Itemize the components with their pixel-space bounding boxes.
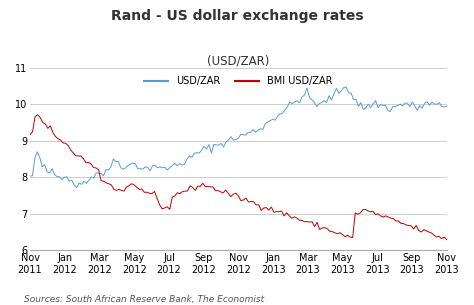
USD/ZAR <box>444 104 449 108</box>
BMI USD/ZAR <box>352 211 358 215</box>
USD/ZAR <box>106 168 111 172</box>
BMI USD/ZAR <box>27 133 33 136</box>
BMI USD/ZAR <box>312 225 318 228</box>
USD/ZAR <box>27 174 33 178</box>
USD/ZAR <box>321 99 327 102</box>
Title: (USD/ZAR): (USD/ZAR) <box>207 55 270 68</box>
BMI USD/ZAR <box>78 154 84 158</box>
USD/ZAR <box>405 102 410 106</box>
Line: USD/ZAR: USD/ZAR <box>30 87 447 188</box>
BMI USD/ZAR <box>70 151 76 155</box>
USD/ZAR <box>385 109 391 112</box>
USD/ZAR <box>74 186 80 189</box>
BMI USD/ZAR <box>444 238 449 242</box>
BMI USD/ZAR <box>43 122 48 126</box>
BMI USD/ZAR <box>182 189 188 193</box>
BMI USD/ZAR <box>35 113 40 117</box>
Text: Sources: South African Reserve Bank, The Economist: Sources: South African Reserve Bank, The… <box>24 295 264 304</box>
USD/ZAR <box>290 102 295 106</box>
USD/ZAR <box>275 114 281 118</box>
Line: BMI USD/ZAR: BMI USD/ZAR <box>30 115 447 240</box>
Text: Rand - US dollar exchange rates: Rand - US dollar exchange rates <box>111 9 363 23</box>
Legend: USD/ZAR, BMI USD/ZAR: USD/ZAR, BMI USD/ZAR <box>140 73 337 90</box>
USD/ZAR <box>343 85 349 89</box>
